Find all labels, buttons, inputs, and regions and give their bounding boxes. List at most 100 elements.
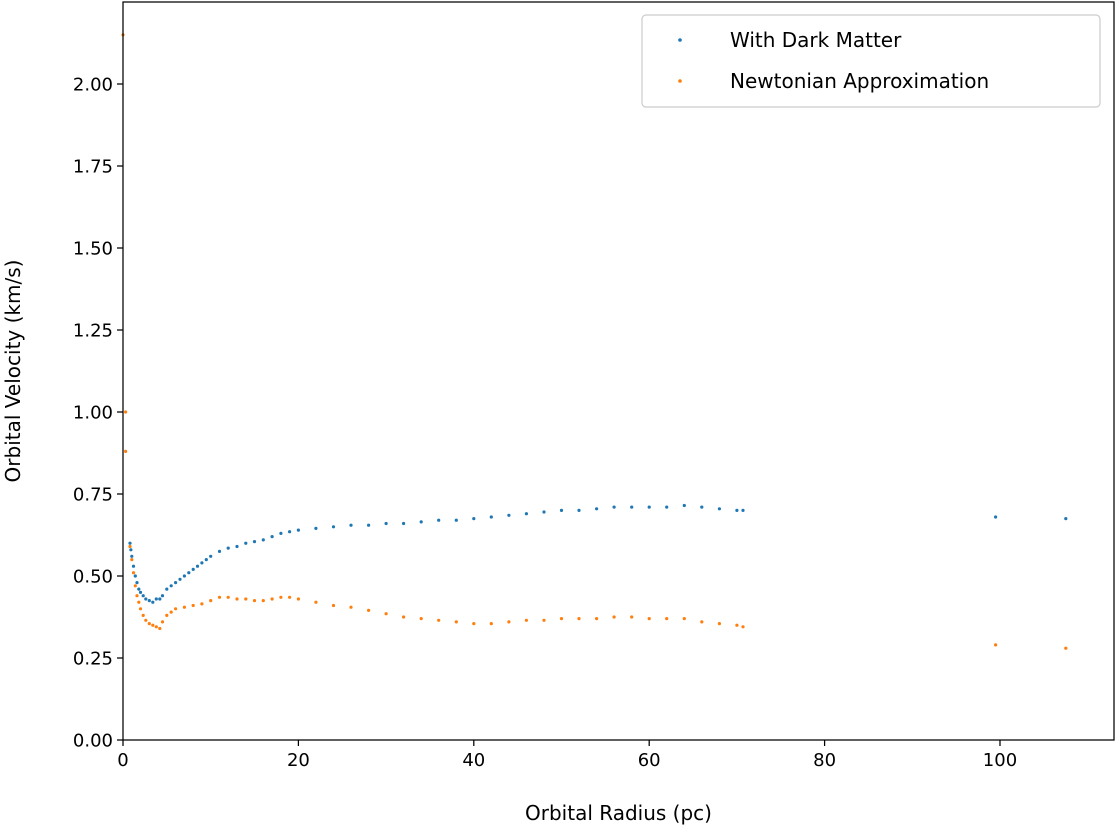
plot-area-frame [122,1,1115,741]
data-point [288,530,292,534]
data-point [182,605,186,609]
data-point [169,610,173,614]
data-point [524,512,529,516]
data-point [630,505,634,509]
data-point [174,607,178,611]
data-point [612,615,616,619]
data-point [437,618,441,622]
data-point [682,503,686,508]
data-point [154,625,158,629]
data-point [524,618,529,622]
data-point [314,600,318,604]
x-axis: 0 20 40 60 80 100 [117,740,1017,771]
data-point [559,508,564,512]
data-point [1064,646,1068,650]
data-point [577,508,581,512]
data-point [252,599,257,603]
legend-box [641,14,1101,108]
data-point [160,594,165,598]
data-point [349,605,353,609]
y-tick-label: 0.00 [73,731,113,752]
data-point [331,603,336,608]
data-point [124,449,128,453]
data-point [131,571,136,575]
data-point [630,615,634,619]
y-tick-label: 1.25 [73,321,113,342]
data-point [994,643,998,647]
data-point [137,587,141,591]
data-point [270,597,274,601]
data-point [151,600,155,604]
data-point [349,523,353,527]
series-2 [121,33,1068,650]
data-point [261,538,265,542]
data-point [1064,517,1068,521]
data-point [226,595,230,599]
data-point [288,595,292,599]
data-point [384,612,388,616]
data-point [472,517,476,521]
data-point [252,540,257,544]
data-point [178,577,182,581]
data-point [235,544,239,549]
data-point [226,546,230,550]
data-point [296,528,300,532]
data-point [128,541,132,545]
data-point [402,521,406,526]
y-axis-title: Orbital Velocity (km/s) [1,260,25,483]
x-tick-label: 20 [287,750,310,771]
x-tick-label: 80 [813,750,836,771]
data-point [141,594,145,598]
data-point [994,515,998,519]
data-point [137,600,141,604]
series-layer [121,33,1068,650]
data-point [741,625,745,629]
data-point [700,620,704,624]
data-point [735,508,739,512]
data-point [160,620,165,624]
data-point [331,525,336,529]
data-point [165,587,169,591]
data-point [270,535,274,539]
y-tick-label: 1.50 [73,239,113,260]
data-point [314,526,318,531]
data-point [187,571,191,575]
data-point [261,599,265,603]
data-point [124,410,128,414]
data-point [204,558,208,562]
data-point [141,613,145,618]
data-point [131,564,136,568]
data-point [489,515,493,519]
data-point [129,548,133,552]
data-point [135,594,139,598]
data-point [169,584,173,588]
legend-marker [678,79,682,83]
data-point [200,602,204,606]
data-point [559,617,564,621]
data-point [419,520,423,524]
data-point [151,623,155,627]
y-tick-label: 0.50 [73,567,113,588]
data-point [384,521,388,526]
data-point [507,513,511,517]
data-point [217,549,222,554]
data-point [200,561,204,565]
data-point [133,574,137,578]
data-point [133,584,137,588]
data-point [130,554,134,558]
data-point [367,608,371,613]
data-point [542,618,546,622]
data-point [595,507,599,511]
x-tick-label: 60 [638,750,661,771]
data-point [158,626,162,631]
x-axis-title: Orbital Radius (pc) [525,801,712,825]
y-tick-label: 0.75 [73,485,113,506]
legend-marker [678,38,682,42]
data-point [144,618,148,622]
series-1 [128,503,1068,604]
data-point [717,507,722,511]
data-point [437,518,441,522]
data-point [138,590,143,595]
y-tick-label: 1.75 [73,157,113,178]
